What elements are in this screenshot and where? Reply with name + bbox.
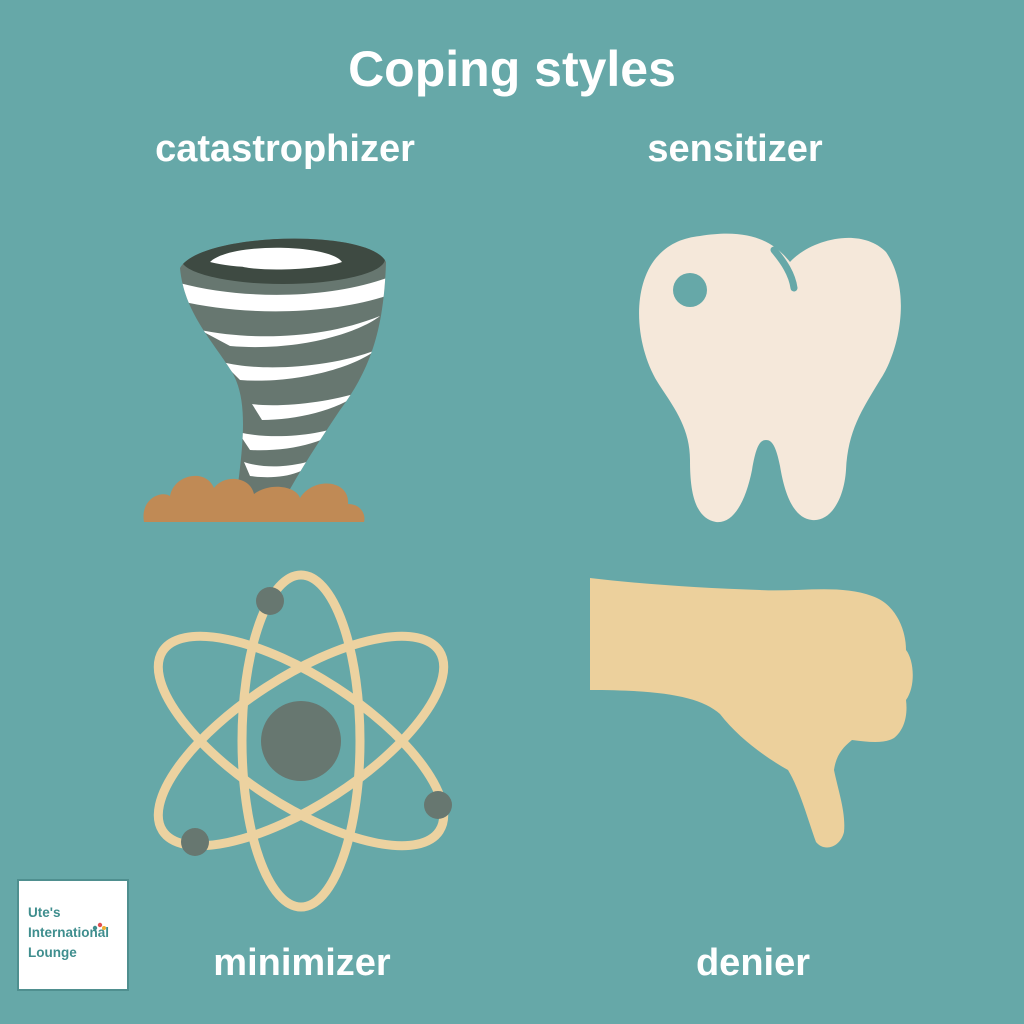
page-title: Coping styles [348, 41, 676, 97]
sparkle-icon [92, 922, 106, 931]
logo-line-3: Lounge [28, 945, 77, 960]
label-denier: denier [695, 942, 811, 984]
logo-line-1: Ute's [28, 905, 61, 920]
label-sensitizer: sensitizer [647, 128, 823, 170]
logo-text: Ute's International Lounge [28, 903, 109, 963]
logo-line-2: International [28, 925, 110, 940]
label-minimizer: minimizer [213, 942, 391, 984]
logo: Ute's International Lounge [17, 879, 129, 991]
label-catastrophizer: catastrophizer [155, 128, 415, 170]
